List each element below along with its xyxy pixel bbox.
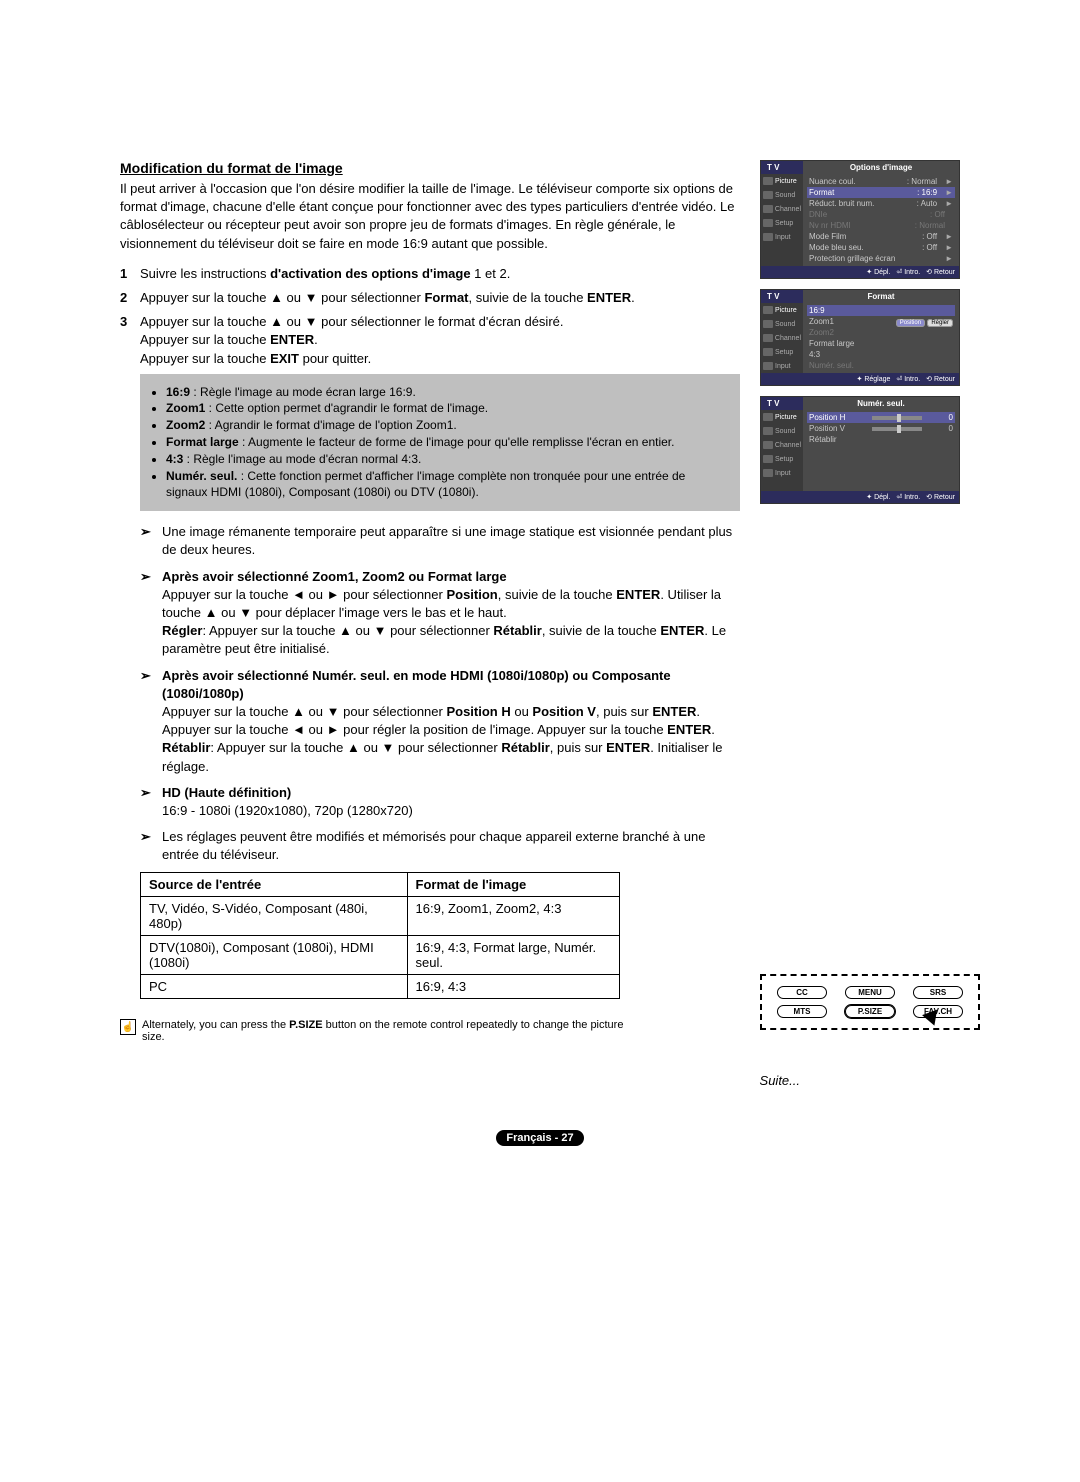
table-cell: PC — [141, 975, 408, 999]
page-footer: Français - 27 — [120, 1128, 960, 1146]
table-cell: DTV(1080i), Composant (1080i), HDMI (108… — [141, 936, 408, 975]
intro-text: Il peut arriver à l'occasion que l'on dé… — [120, 180, 740, 253]
osd-row: Nuance coul.: Normal► — [807, 176, 955, 187]
format-desc-item: 4:3 : Règle l'image au mode d'écran norm… — [166, 451, 728, 468]
osd-row: 4:3 — [807, 349, 955, 360]
tip-row: ☝ Alternately, you can press the P.SIZE … — [120, 1019, 630, 1043]
format-desc-item: Format large : Augmente le facteur de fo… — [166, 434, 728, 451]
tip-icon: ☝ — [120, 1019, 136, 1035]
format-table: Source de l'entrée Format de l'image TV,… — [140, 872, 620, 999]
tip-text: Alternately, you can press the P.SIZE bu… — [142, 1019, 630, 1043]
note-body: Une image rémanente temporaire peut appa… — [162, 523, 740, 559]
table-cell: 16:9, 4:3, Format large, Numér. seul. — [407, 936, 619, 975]
osd-title: Options d'image — [803, 161, 959, 174]
step-body: Appuyer sur la touche ▲ ou ▼ pour sélect… — [140, 313, 740, 368]
remote-button-mts[interactable]: MTS — [777, 1005, 827, 1018]
format-desc-item: Zoom2 : Agrandir le format d'image de l'… — [166, 417, 728, 434]
osd-row: 16:9 — [807, 305, 955, 316]
table-cell: 16:9, 4:3 — [407, 975, 619, 999]
osd-side-item: Input — [761, 466, 803, 480]
osd-row: Réduct. bruit num.: Auto► — [807, 198, 955, 209]
note-body: Après avoir sélectionné Zoom1, Zoom2 ou … — [162, 568, 740, 659]
table-cell: TV, Vidéo, S-Vidéo, Composant (480i, 480… — [141, 897, 408, 936]
table-row: TV, Vidéo, S-Vidéo, Composant (480i, 480… — [141, 897, 620, 936]
table-row: PC16:9, 4:3 — [141, 975, 620, 999]
format-desc-item: 16:9 : Règle l'image au mode écran large… — [166, 384, 728, 401]
note-arrow-icon: ➢ — [140, 667, 162, 776]
step-body: Suivre les instructions d'activation des… — [140, 265, 740, 283]
osd-tv-label: T V — [761, 290, 803, 303]
note-arrow-icon: ➢ — [140, 568, 162, 659]
osd-options-image: T V Options d'image PictureSoundChannelS… — [760, 160, 960, 279]
suite-label: Suite... — [120, 1073, 960, 1088]
osd-side-item: Picture — [761, 410, 803, 424]
osd-side-item: Input — [761, 230, 803, 244]
osd-footer: ✦ Réglage ⏎ Intro. ⟲ Retour — [761, 373, 959, 385]
notes-list: ➢ Une image rémanente temporaire peut ap… — [120, 523, 740, 864]
osd-row: Rétablir — [807, 434, 955, 445]
table-header: Format de l'image — [407, 873, 619, 897]
note-arrow-icon: ➢ — [140, 828, 162, 864]
table-header: Source de l'entrée — [141, 873, 408, 897]
osd-side-item: Setup — [761, 452, 803, 466]
osd-footer: ✦ Dépl. ⏎ Intro. ⟲ Retour — [761, 491, 959, 503]
section-title: Modification du format de l'image — [120, 160, 740, 176]
osd-side-item: Channel — [761, 331, 803, 345]
format-desc-item: Zoom1 : Cette option permet d'agrandir l… — [166, 400, 728, 417]
osd-format: T V Format PictureSoundChannelSetupInput… — [760, 289, 960, 386]
step-body: Appuyer sur la touche ▲ ou ▼ pour sélect… — [140, 289, 740, 307]
table-cell: 16:9, Zoom1, Zoom2, 4:3 — [407, 897, 619, 936]
osd-row: Format large — [807, 338, 955, 349]
remote-button-cc[interactable]: CC — [777, 986, 827, 999]
osd-side-item: Input — [761, 359, 803, 373]
table-row: DTV(1080i), Composant (1080i), HDMI (108… — [141, 936, 620, 975]
osd-row: Format: 16:9► — [807, 187, 955, 198]
osd-side-item: Setup — [761, 345, 803, 359]
osd-row: Position H0 — [807, 412, 955, 423]
step-num: 3 — [120, 313, 140, 368]
osd-tv-label: T V — [761, 397, 803, 410]
osd-title: Numér. seul. — [803, 397, 959, 410]
remote-button-psize[interactable]: P.SIZE — [845, 1005, 895, 1018]
osd-side-item: Setup — [761, 216, 803, 230]
osd-side-item: Sound — [761, 317, 803, 331]
osd-row: Numér. seul. — [807, 360, 955, 371]
format-desc-item: Numér. seul. : Cette fonction permet d'a… — [166, 468, 728, 502]
osd-row: Position V0 — [807, 423, 955, 434]
osd-row: Mode bleu seu.: Off► — [807, 242, 955, 253]
osd-row: Mode Film: Off► — [807, 231, 955, 242]
osd-title: Format — [803, 290, 959, 303]
osd-row: Zoom2 — [807, 327, 955, 338]
osd-tv-label: T V — [761, 161, 803, 174]
step-num: 2 — [120, 289, 140, 307]
osd-side-item: Picture — [761, 303, 803, 317]
note-arrow-icon: ➢ — [140, 523, 162, 559]
note-body: Les réglages peuvent être modifiés et mé… — [162, 828, 740, 864]
osd-side-item: Channel — [761, 202, 803, 216]
remote-button-srs[interactable]: SRS — [913, 986, 963, 999]
note-body: HD (Haute définition) 16:9 - 1080i (1920… — [162, 784, 740, 820]
format-descriptions-box: 16:9 : Règle l'image au mode écran large… — [140, 374, 740, 512]
osd-row: Protection grillage écran► — [807, 253, 955, 264]
remote-buttons-box: CCMENUSRSMTSP.SIZEFAV.CH — [760, 974, 980, 1030]
osd-side-item: Sound — [761, 188, 803, 202]
osd-row: Nv nr HDMI: Normal — [807, 220, 955, 231]
osd-side-item: Picture — [761, 174, 803, 188]
osd-side-item: Channel — [761, 438, 803, 452]
osd-row: DNIe: Off — [807, 209, 955, 220]
step-num: 1 — [120, 265, 140, 283]
osd-footer: ✦ Dépl. ⏎ Intro. ⟲ Retour — [761, 266, 959, 278]
osd-side-item: Sound — [761, 424, 803, 438]
note-arrow-icon: ➢ — [140, 784, 162, 820]
steps-list: 1 Suivre les instructions d'activation d… — [120, 265, 740, 368]
osd-numer-seul: T V Numér. seul. PictureSoundChannelSetu… — [760, 396, 960, 504]
note-body: Après avoir sélectionné Numér. seul. en … — [162, 667, 740, 776]
remote-button-menu[interactable]: MENU — [845, 986, 895, 999]
osd-row: Zoom1Position Régler — [807, 316, 955, 327]
